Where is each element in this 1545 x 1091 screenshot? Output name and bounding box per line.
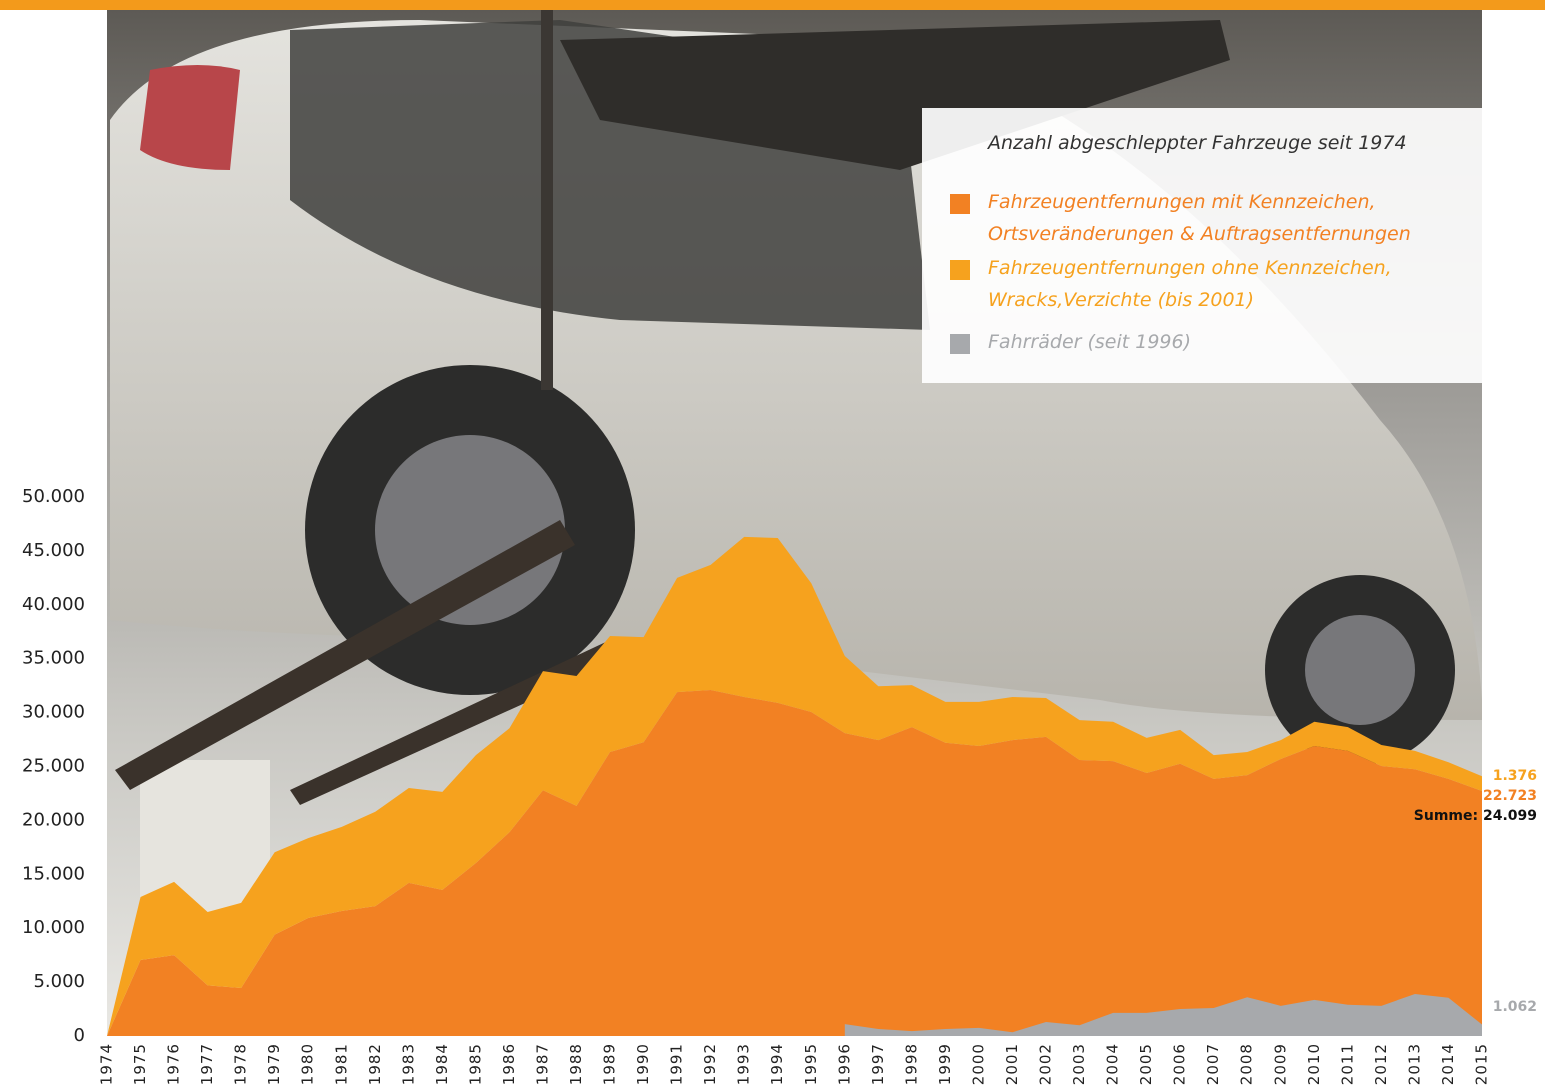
x-tick-label: 1997 — [869, 1043, 887, 1085]
x-tick-label: 1991 — [668, 1043, 686, 1085]
x-tick-label: 1975 — [131, 1043, 149, 1085]
x-tick-label: 1978 — [232, 1043, 250, 1085]
y-tick-label: 15.000 — [22, 863, 85, 884]
y-tick-label: 30.000 — [22, 702, 85, 723]
y-tick-label: 35.000 — [22, 648, 85, 669]
legend-item: Fahrzeugentfernungen mit Kennzeichen, Or… — [950, 190, 1411, 250]
x-tick-label: 1990 — [634, 1043, 652, 1085]
x-tick-label: 1992 — [701, 1043, 719, 1085]
legend-label: Fahrzeugentfernungen mit Kennzeichen, Or… — [988, 186, 1411, 250]
x-tick-label: 2008 — [1238, 1043, 1256, 1085]
y-tick-label: 50.000 — [22, 486, 85, 507]
legend-label: Fahrräder (seit 1996) — [988, 326, 1191, 358]
y-tick-label: 25.000 — [22, 756, 85, 777]
x-tick-label: 2007 — [1204, 1043, 1222, 1085]
x-tick-label: 2013 — [1405, 1043, 1423, 1085]
x-tick-label: 1984 — [433, 1043, 451, 1085]
x-tick-label: 1996 — [835, 1043, 853, 1085]
x-tick-label: 2000 — [969, 1043, 987, 1085]
x-tick-label: 1994 — [768, 1043, 786, 1085]
x-tick-label: 2004 — [1104, 1043, 1122, 1085]
x-tick-label: 1974 — [98, 1043, 116, 1085]
x-tick-label: 2015 — [1473, 1043, 1491, 1085]
total-caption: Summe: — [1414, 808, 1478, 824]
page: {"chart_data": { "type": "area", "title"… — [0, 0, 1545, 1091]
x-tick-label: 1998 — [902, 1043, 920, 1085]
value-label: 22.723 — [1483, 788, 1537, 804]
value-label: 1.376 — [1493, 768, 1537, 784]
legend-swatch — [950, 194, 970, 214]
legend-swatch — [950, 260, 970, 280]
y-tick-label: 10.000 — [22, 917, 85, 938]
y-tick-label: 45.000 — [22, 540, 85, 561]
x-tick-label: 2010 — [1305, 1043, 1323, 1085]
x-tick-label: 1979 — [265, 1043, 283, 1085]
x-tick-label: 1989 — [601, 1043, 619, 1085]
total-label: Summe: 24.099 — [1414, 808, 1537, 824]
legend-swatch — [950, 334, 970, 354]
top-stripe — [0, 0, 1545, 10]
x-tick-label: 1980 — [299, 1043, 317, 1085]
legend-item: Fahrzeugentfernungen ohne Kennzeichen, W… — [950, 256, 1392, 316]
y-tick-label: 5.000 — [33, 971, 85, 992]
x-tick-label: 1976 — [165, 1043, 183, 1085]
x-tick-label: 2011 — [1338, 1043, 1356, 1085]
y-tick-label: 0 — [74, 1025, 85, 1046]
x-tick-label: 1986 — [500, 1043, 518, 1085]
total-value: 24.099 — [1483, 808, 1537, 824]
value-label: 1.062 — [1493, 999, 1537, 1015]
x-tick-label: 1993 — [735, 1043, 753, 1085]
x-tick-label: 2014 — [1439, 1043, 1457, 1085]
legend-label: Fahrzeugentfernungen ohne Kennzeichen, W… — [988, 252, 1392, 316]
x-tick-label: 2012 — [1372, 1043, 1390, 1085]
x-tick-label: 2006 — [1171, 1043, 1189, 1085]
x-tick-label: 1988 — [567, 1043, 585, 1085]
x-tick-label: 1981 — [332, 1043, 350, 1085]
x-tick-label: 2001 — [1003, 1043, 1021, 1085]
legend: Anzahl abgeschleppter Fahrzeuge seit 197… — [922, 108, 1545, 383]
x-tick-label: 2009 — [1271, 1043, 1289, 1085]
y-tick-label: 20.000 — [22, 809, 85, 830]
x-tick-label: 1977 — [198, 1043, 216, 1085]
x-tick-label: 1983 — [399, 1043, 417, 1085]
x-tick-label: 2005 — [1137, 1043, 1155, 1085]
x-tick-label: 1985 — [466, 1043, 484, 1085]
y-tick-label: 40.000 — [22, 594, 85, 615]
legend-item: Fahrräder (seit 1996) — [950, 330, 1191, 358]
x-tick-label: 1995 — [802, 1043, 820, 1085]
x-tick-label: 1987 — [533, 1043, 551, 1085]
x-tick-label: 2003 — [1070, 1043, 1088, 1085]
x-tick-label: 1982 — [366, 1043, 384, 1085]
x-tick-label: 2002 — [1037, 1043, 1055, 1085]
legend-title: Anzahl abgeschleppter Fahrzeuge seit 197… — [988, 132, 1407, 154]
x-tick-label: 1999 — [936, 1043, 954, 1085]
